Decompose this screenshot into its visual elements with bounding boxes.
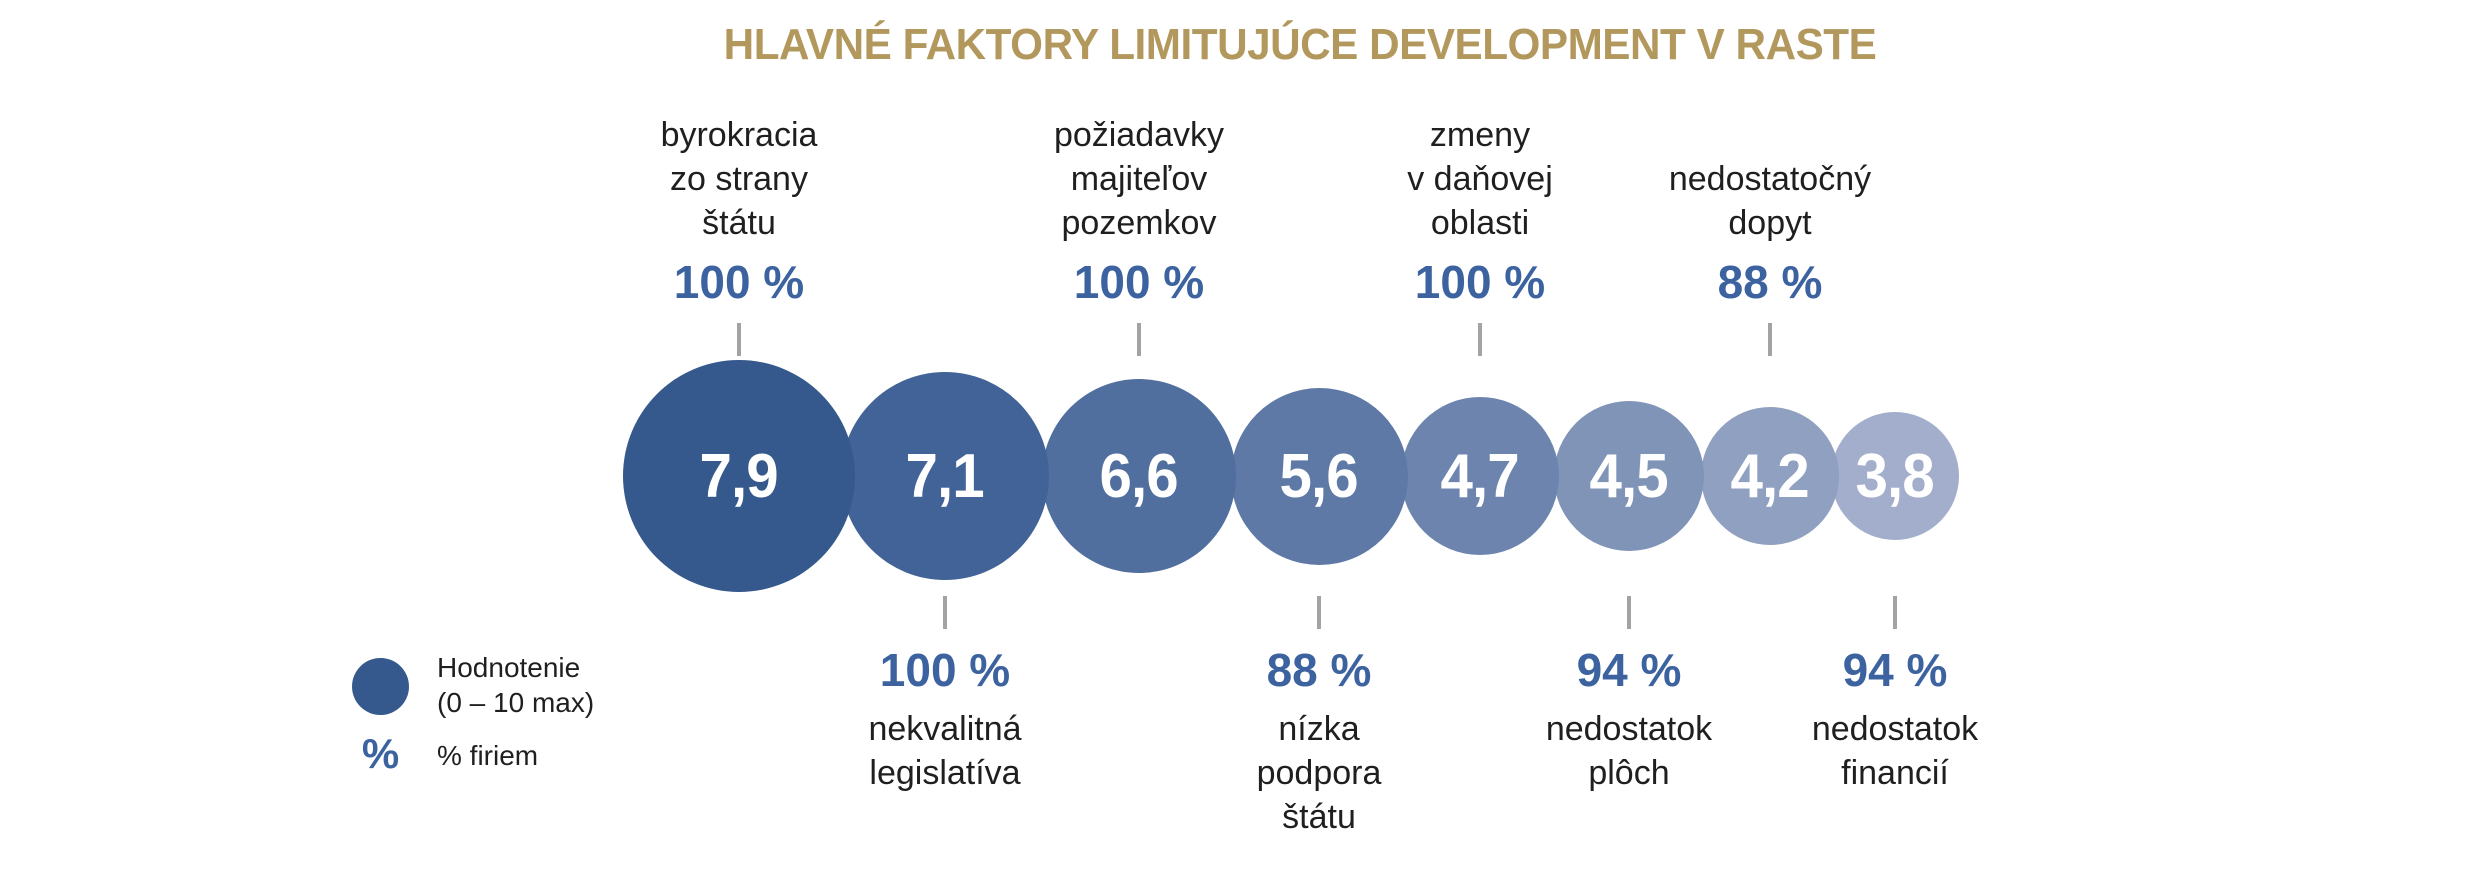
factor-label-line: podpora: [1256, 754, 1382, 792]
factor-label-line: nízka: [1278, 710, 1360, 748]
factor-label-line: byrokracia: [660, 116, 818, 154]
factor-label-line: financií: [1841, 754, 1949, 792]
legend-percent-label: % firiem: [437, 740, 539, 771]
legend-rating-swatch: [352, 658, 409, 715]
factor-label-line: štátu: [702, 204, 776, 242]
tick-mark: [943, 596, 947, 629]
tick-mark: [1893, 596, 1897, 629]
factor-label: nedostatok financií: [1812, 707, 1978, 795]
factor-percent-value: 94 %: [1842, 644, 1948, 696]
factor-label-line: požiadavky: [1053, 116, 1225, 154]
factor-label: nedostatočný dopyt: [1669, 157, 1871, 245]
rating-bubble: 7,1: [841, 372, 1049, 580]
rating-bubble: 4,5: [1554, 401, 1704, 551]
factor-percent-value: 100 %: [879, 644, 1011, 696]
factor-label-line: plôch: [1588, 754, 1670, 792]
rating-bubble: 5,6: [1230, 387, 1408, 565]
factor-percent-value: 100 %: [1073, 256, 1205, 308]
factor-label-line: nedostatok: [1811, 710, 1979, 748]
factor-column: byrokracia zo strany štátu 100 %: [589, 108, 889, 356]
rating-bubble-value: 4,7: [1440, 441, 1520, 511]
factor-label-line: oblasti: [1430, 204, 1530, 242]
factor-percent-value: 88 %: [1266, 644, 1372, 696]
factor-column: nedostatočný dopyt 88 %: [1620, 108, 1920, 356]
factor-column: 88 % nízka podpora štátu: [1169, 596, 1469, 839]
factor-column: 100 % nekvalitná legislatíva: [795, 596, 1095, 795]
factor-percent-value: 100 %: [673, 256, 805, 308]
factor-label-line: štátu: [1282, 798, 1356, 836]
factor-label: zmeny v daňovej oblasti: [1407, 113, 1553, 245]
factor-percent-value: 88 %: [1717, 256, 1823, 308]
rating-bubble-value: 7,1: [905, 441, 985, 511]
factor-label-line: nedostatok: [1545, 710, 1713, 748]
factor-label: požiadavky majiteľov pozemkov: [1054, 113, 1224, 245]
chart-title: HLAVNÉ FAKTORY LIMITUJÚCE DEVELOPMENT V …: [723, 20, 1877, 69]
factor-label: nízka podpora štátu: [1257, 707, 1382, 839]
factor-label-line: nedostatočný: [1668, 160, 1872, 198]
factor-label: nedostatok plôch: [1546, 707, 1712, 795]
rating-bubble-value: 4,2: [1730, 441, 1810, 511]
rating-bubble-value: 5,6: [1279, 441, 1359, 511]
factor-label-line: legislatíva: [869, 754, 1021, 792]
legend-rating-label: Hodnotenie (0 – 10 max): [437, 650, 594, 720]
rating-bubble: 4,7: [1401, 397, 1559, 555]
factor-label-line: dopyt: [1728, 204, 1812, 242]
factor-label-line: nekvalitná: [868, 710, 1022, 748]
rating-bubble-value: 6,6: [1099, 441, 1179, 511]
factor-column: požiadavky majiteľov pozemkov 100 %: [989, 108, 1289, 356]
factor-percent-value: 100 %: [1414, 256, 1546, 308]
rating-bubble-value: 4,5: [1589, 441, 1669, 511]
tick-mark: [1768, 323, 1772, 356]
factor-column: zmeny v daňovej oblasti 100 %: [1330, 108, 1630, 356]
factor-label-line: v daňovej: [1407, 160, 1553, 198]
rating-bubble: 7,9: [623, 360, 855, 592]
factor-label: byrokracia zo strany štátu: [661, 113, 818, 245]
rating-bubble: 6,6: [1042, 379, 1236, 573]
rating-bubble: 3,8: [1831, 412, 1959, 540]
factor-column: 94 % nedostatok financií: [1745, 596, 2045, 795]
rating-bubble: 4,2: [1701, 407, 1839, 545]
factor-label-line: zmeny: [1429, 116, 1531, 154]
factor-label-line: pozemkov: [1061, 204, 1217, 242]
legend-rating-title: Hodnotenie: [437, 652, 581, 683]
tick-mark: [737, 323, 741, 356]
tick-mark: [1137, 323, 1141, 356]
legend-percent-symbol: %: [361, 730, 400, 777]
factor-label: nekvalitná legislatíva: [868, 707, 1021, 795]
tick-mark: [1478, 323, 1482, 356]
rating-bubble-value: 7,9: [699, 441, 779, 511]
tick-mark: [1317, 596, 1321, 629]
legend-rating-scale: (0 – 10 max): [437, 687, 595, 718]
tick-mark: [1627, 596, 1631, 629]
factor-percent-value: 94 %: [1576, 644, 1682, 696]
rating-bubble-value: 3,8: [1855, 441, 1935, 511]
factor-column: 94 % nedostatok plôch: [1479, 596, 1779, 795]
factor-label-line: zo strany: [670, 160, 808, 198]
factor-label-line: majiteľov: [1070, 160, 1208, 198]
